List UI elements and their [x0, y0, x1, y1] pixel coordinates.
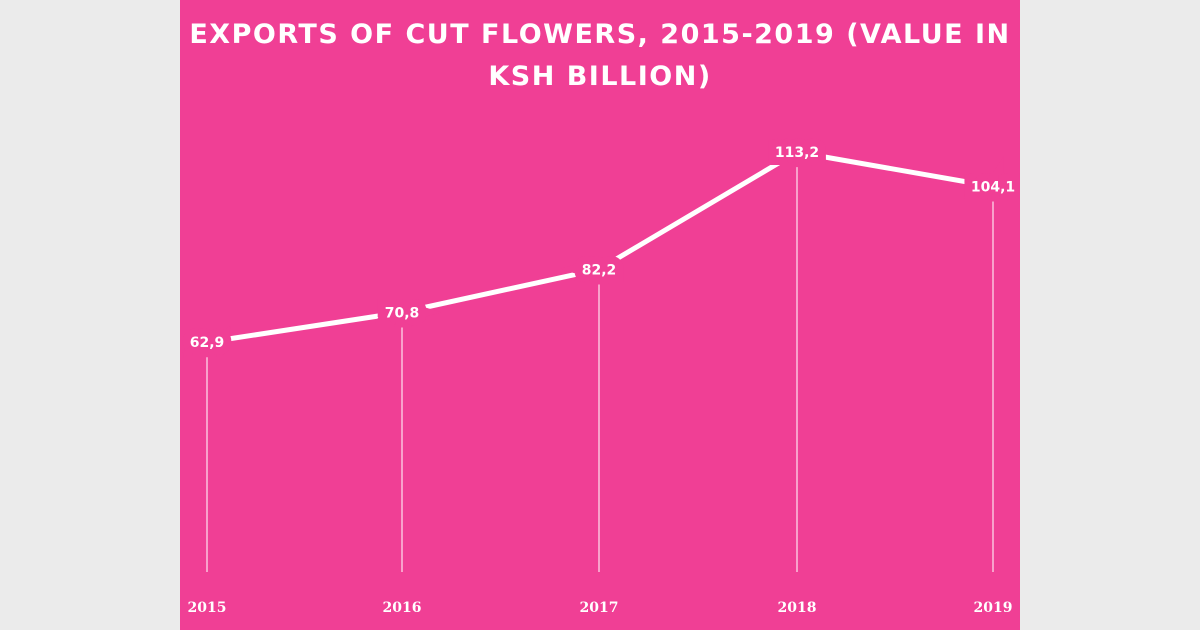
x-tick-label: 2019	[974, 600, 1013, 616]
line-chart: 62,9 2015 70,8 2016 82,2 2017 113,2 2018 104,1 20…	[182, 137, 1020, 616]
data-label: 62,9	[190, 335, 225, 351]
x-tick-label: 2018	[778, 600, 817, 616]
x-tick-label: 2015	[188, 600, 227, 616]
chart-panel: EXPORTS OF CUT FLOWERS, 2015-2019 (VALUE…	[180, 0, 1020, 630]
chart-title: EXPORTS OF CUT FLOWERS, 2015-2019 (VALUE…	[189, 19, 1011, 92]
data-label: 82,2	[582, 262, 617, 278]
x-tick-label: 2017	[580, 600, 619, 616]
series-line	[206, 149, 994, 345]
data-label: 104,1	[971, 180, 1015, 196]
data-label: 113,2	[775, 145, 819, 161]
x-tick-label: 2016	[383, 600, 422, 616]
data-label: 70,8	[385, 305, 420, 321]
